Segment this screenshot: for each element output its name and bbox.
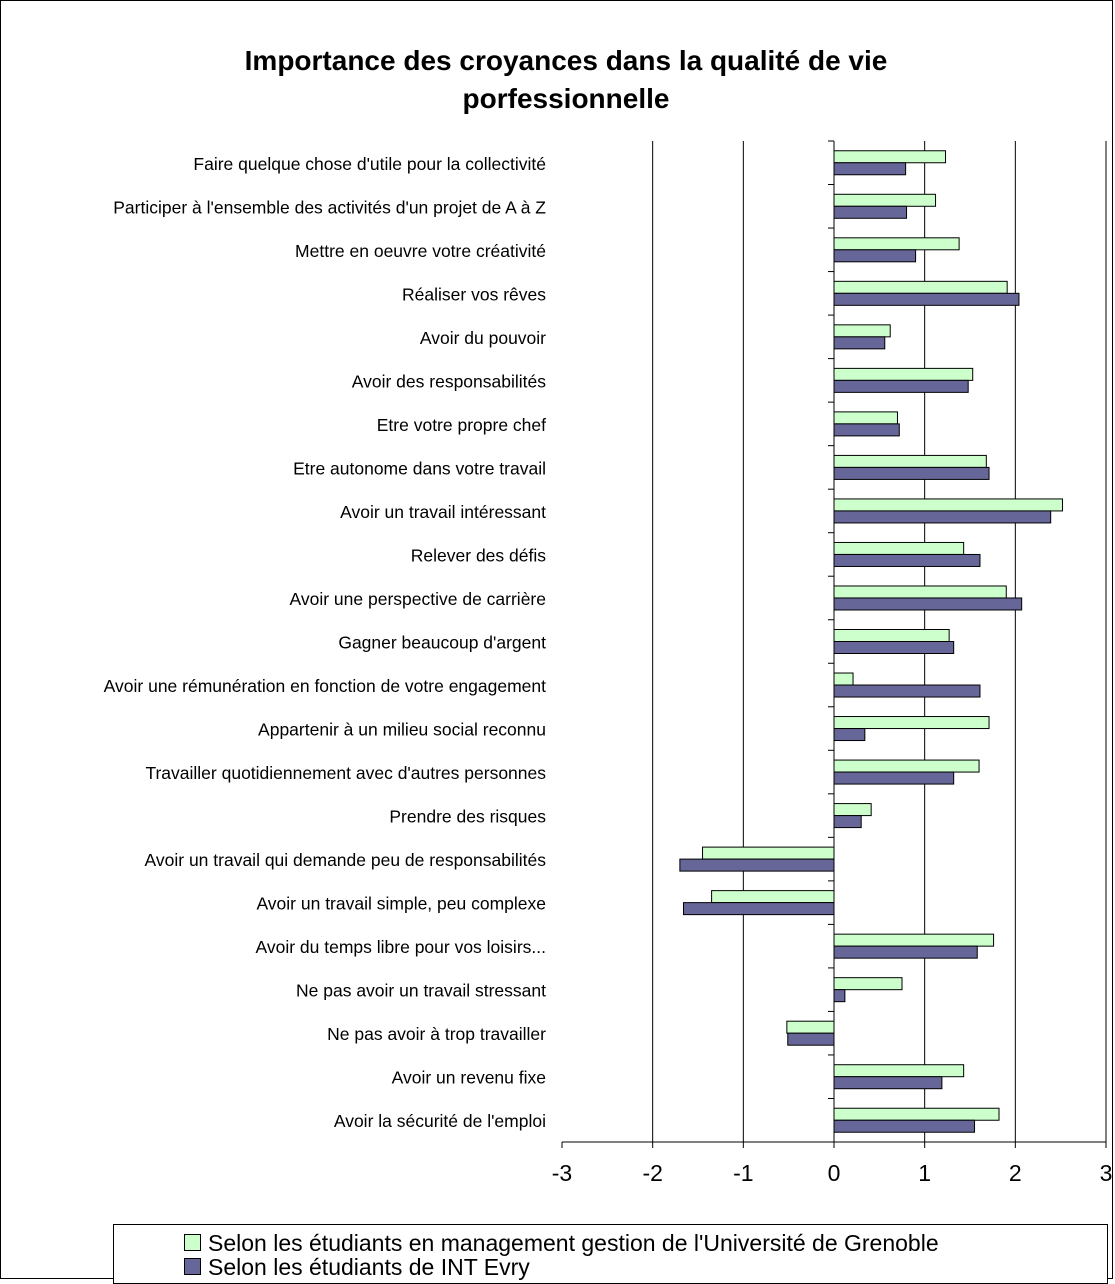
- category-label: Avoir un travail simple, peu complexe: [256, 894, 546, 914]
- value-tick-label: 0: [828, 1160, 841, 1186]
- bar-int-evry: [833, 1076, 943, 1090]
- bar-int-evry: [833, 815, 862, 829]
- bar-int-evry: [833, 336, 886, 350]
- bar-grenoble: [786, 1020, 835, 1034]
- bar-grenoble: [833, 193, 937, 207]
- value-tick-label: -2: [642, 1160, 662, 1186]
- value-tick-label: 1: [918, 1160, 931, 1186]
- bar-int-evry: [833, 379, 969, 393]
- category-label: Ne pas avoir un travail stressant: [296, 981, 546, 1001]
- bar-grenoble: [833, 367, 974, 381]
- bar-int-evry: [833, 292, 1020, 306]
- chart-title-line-2: porfessionnelle: [462, 83, 670, 114]
- bar-int-evry: [833, 162, 907, 176]
- category-label: Avoir un travail intéressant: [340, 502, 546, 522]
- category-label: Avoir la sécurité de l'emploi: [334, 1111, 546, 1131]
- bar-grenoble: [833, 280, 1008, 294]
- bar-int-evry: [833, 1119, 976, 1133]
- category-label: Avoir du temps libre pour vos loisirs...: [256, 937, 547, 957]
- category-label: Relever des défis: [411, 545, 546, 565]
- bar-grenoble: [833, 498, 1063, 512]
- bar-grenoble: [702, 846, 835, 860]
- chart-legend: Selon les étudiants en management gestio…: [113, 1224, 1108, 1284]
- category-label: Etre autonome dans votre travail: [293, 458, 546, 478]
- legend-label-grenoble: Selon les étudiants en management gestio…: [208, 1230, 939, 1256]
- category-label: Participer à l'ensemble des activités d'…: [113, 197, 546, 217]
- bar-grenoble: [833, 541, 965, 555]
- bar-int-evry: [833, 205, 908, 219]
- category-label: Avoir un travail qui demande peu de resp…: [145, 850, 547, 870]
- category-label: Faire quelque chose d'utile pour la coll…: [193, 154, 546, 174]
- bar-int-evry: [787, 1032, 835, 1046]
- bar-grenoble: [833, 1064, 965, 1078]
- bar-grenoble: [833, 716, 990, 730]
- bar-grenoble: [833, 150, 947, 164]
- category-label: Réaliser vos rêves: [402, 284, 546, 304]
- value-tick-label: -3: [552, 1160, 572, 1186]
- bar-int-evry: [833, 945, 978, 959]
- bar-grenoble: [833, 585, 1007, 599]
- value-tick-label: 3: [1100, 1160, 1113, 1186]
- chart-title: Importance des croyances dans la qualité…: [0, 42, 1115, 118]
- legend-swatch-int-evry: [184, 1258, 201, 1275]
- bar-grenoble: [711, 890, 835, 904]
- category-label: Avoir une rémunération en fonction de vo…: [104, 676, 546, 696]
- bar-int-evry: [833, 510, 1052, 524]
- bar-grenoble: [833, 454, 987, 468]
- category-label: Prendre des risques: [389, 807, 546, 827]
- legend-item-grenoble: Selon les étudiants en management gestio…: [184, 1231, 939, 1255]
- bar-int-evry: [682, 902, 835, 916]
- bar-int-evry: [833, 989, 846, 1003]
- category-label: Mettre en oeuvre votre créativité: [295, 241, 546, 261]
- bar-int-evry: [833, 466, 990, 480]
- bar-grenoble: [833, 977, 903, 991]
- bar-int-evry: [833, 771, 955, 785]
- bar-grenoble: [833, 933, 995, 947]
- category-label: Avoir un revenu fixe: [392, 1068, 546, 1088]
- chart-title-line-1: Importance des croyances dans la qualité…: [244, 45, 888, 76]
- bar-int-evry: [833, 597, 1023, 611]
- bar-int-evry: [833, 641, 955, 654]
- value-tick-label: 2: [1009, 1160, 1022, 1186]
- bar-grenoble: [833, 1107, 1000, 1121]
- category-label: Travailler quotidiennement avec d'autres…: [145, 763, 546, 783]
- bar-int-evry: [679, 858, 835, 872]
- category-label: Etre votre propre chef: [377, 415, 546, 435]
- value-tick-label: -1: [733, 1160, 753, 1186]
- bar-chart-plot: Faire quelque chose d'utile pour la coll…: [104, 140, 1113, 1186]
- category-label: Avoir des responsabilités: [352, 371, 546, 391]
- bar-int-evry: [833, 728, 866, 742]
- bar-grenoble: [833, 411, 898, 425]
- category-label: Avoir une perspective de carrière: [290, 589, 546, 609]
- bar-int-evry: [833, 423, 900, 437]
- legend-swatch-grenoble: [184, 1234, 201, 1251]
- bar-int-evry: [833, 553, 981, 567]
- bar-grenoble: [833, 759, 980, 773]
- category-label: Appartenir à un milieu social reconnu: [258, 720, 546, 740]
- category-label: Ne pas avoir à trop travailler: [327, 1024, 546, 1044]
- bar-grenoble: [833, 803, 872, 817]
- bar-int-evry: [833, 249, 917, 263]
- bar-grenoble: [833, 237, 960, 251]
- legend-item-int-evry: Selon les étudiants de INT Evry: [184, 1255, 530, 1279]
- category-label: Gagner beaucoup d'argent: [338, 633, 546, 653]
- category-label: Avoir du pouvoir: [420, 328, 546, 348]
- bar-int-evry: [833, 684, 981, 698]
- bar-grenoble: [833, 672, 854, 686]
- bar-grenoble: [833, 629, 950, 642]
- legend-label-int-evry: Selon les étudiants de INT Evry: [208, 1254, 530, 1280]
- bar-grenoble: [833, 324, 891, 338]
